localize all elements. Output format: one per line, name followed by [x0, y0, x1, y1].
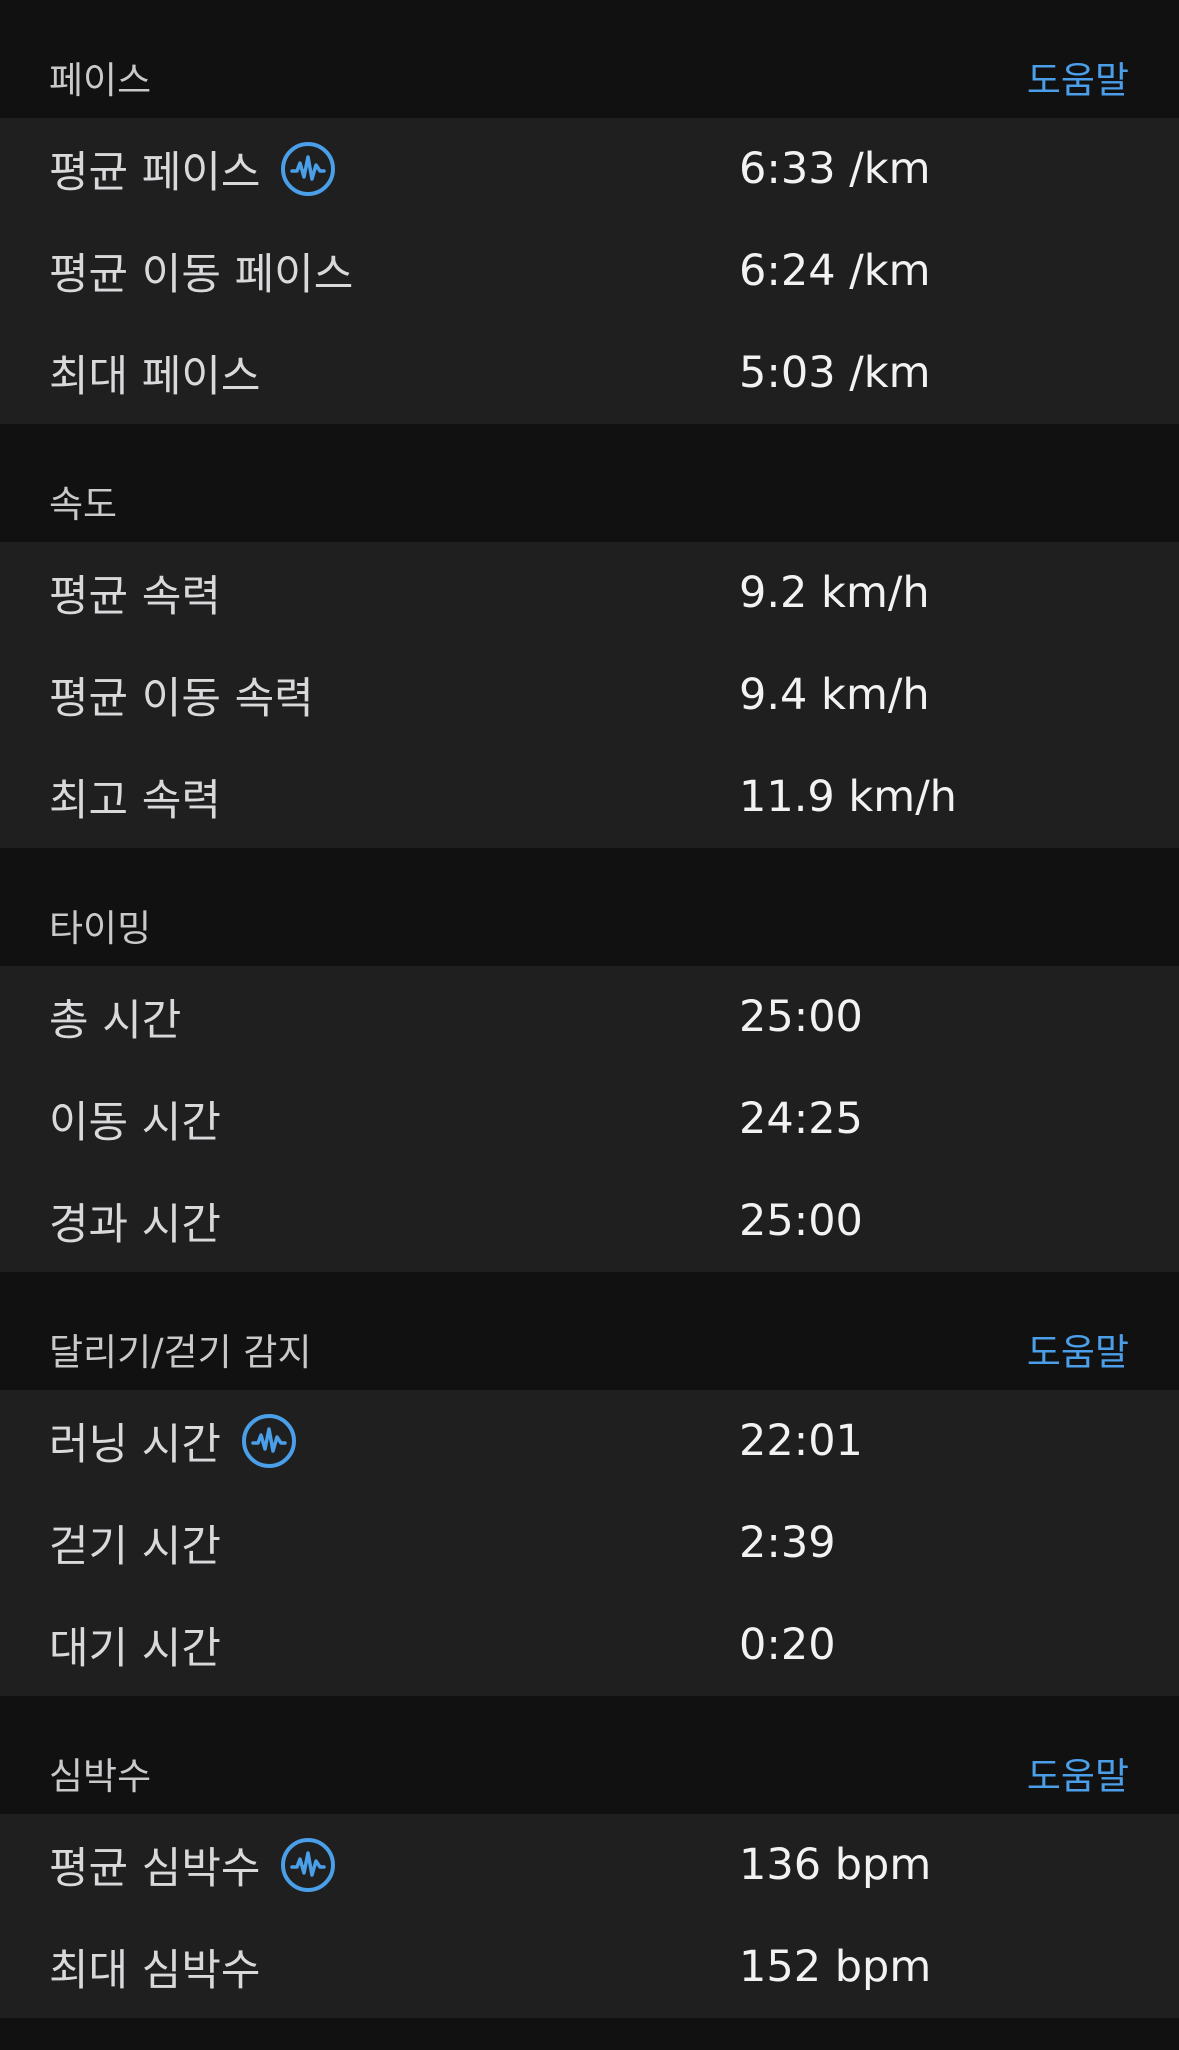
stat-label: 최고 속력 — [49, 776, 221, 826]
stat-value: 6:24 /km — [739, 246, 931, 296]
stat-row: 평균 페이스 6:33 /km — [0, 118, 1179, 220]
stat-value: 6:33 /km — [739, 144, 931, 194]
stat-label: 평균 속력 — [49, 572, 221, 622]
stat-row: 평균 심박수 136 bpm — [0, 1814, 1179, 1916]
section-title: 페이스 — [49, 59, 152, 102]
help-link[interactable]: 도움말 — [1026, 59, 1129, 102]
activity-pulse-icon[interactable] — [280, 141, 336, 197]
activity-pulse-icon[interactable] — [280, 1837, 336, 1893]
stat-value: 136 bpm — [739, 1840, 932, 1890]
stat-label: 최대 심박수 — [49, 1946, 261, 1996]
stat-value: 22:01 — [739, 1416, 863, 1466]
stat-label: 경과 시간 — [49, 1200, 221, 1250]
stat-label: 걷기 시간 — [49, 1522, 221, 1572]
stat-label: 평균 이동 속력 — [49, 674, 314, 724]
stat-row: 최대 페이스 5:03 /km — [0, 322, 1179, 424]
section-header-timing: 타이밍 — [0, 848, 1179, 966]
stat-row: 이동 시간 24:25 — [0, 1068, 1179, 1170]
section-title: 달리기/걷기 감지 — [49, 1331, 312, 1374]
section-title: 심박수 — [49, 1755, 152, 1798]
section-body-speed: 평균 속력 9.2 km/h 평균 이동 속력 9.4 km/h 최고 속력 1… — [0, 542, 1179, 848]
stat-value: 25:00 — [739, 992, 863, 1042]
stat-row: 평균 이동 속력 9.4 km/h — [0, 644, 1179, 746]
stat-label: 대기 시간 — [49, 1624, 221, 1674]
section-header-heart-rate: 심박수 도움말 — [0, 1696, 1179, 1814]
stat-label: 러닝 시간 — [49, 1390, 297, 1492]
activity-pulse-icon[interactable] — [241, 1413, 297, 1469]
section-body-heart-rate: 평균 심박수 136 bpm 최대 심박수 152 bpm — [0, 1814, 1179, 2018]
stat-row: 대기 시간 0:20 — [0, 1594, 1179, 1696]
stat-value: 0:20 — [739, 1620, 836, 1670]
section-header-pace: 페이스 도움말 — [0, 0, 1179, 118]
stat-row: 경과 시간 25:00 — [0, 1170, 1179, 1272]
stat-value: 9.2 km/h — [739, 568, 930, 618]
stat-label: 평균 심박수 — [49, 1814, 336, 1916]
stat-row: 최고 속력 11.9 km/h — [0, 746, 1179, 848]
help-link[interactable]: 도움말 — [1026, 1331, 1129, 1374]
stat-label: 총 시간 — [49, 996, 182, 1046]
stat-label: 평균 이동 페이스 — [49, 250, 354, 300]
section-header-speed: 속도 — [0, 424, 1179, 542]
stat-label: 이동 시간 — [49, 1098, 221, 1148]
stat-row: 총 시간 25:00 — [0, 966, 1179, 1068]
section-title: 타이밍 — [49, 907, 152, 950]
stat-row: 러닝 시간 22:01 — [0, 1390, 1179, 1492]
stat-label: 최대 페이스 — [49, 352, 261, 402]
section-body-pace: 평균 페이스 6:33 /km 평균 이동 페이스 6:24 /km 최대 페이… — [0, 118, 1179, 424]
section-body-timing: 총 시간 25:00 이동 시간 24:25 경과 시간 25:00 — [0, 966, 1179, 1272]
stat-row: 걷기 시간 2:39 — [0, 1492, 1179, 1594]
stat-value: 25:00 — [739, 1196, 863, 1246]
stat-value: 11.9 km/h — [739, 772, 957, 822]
stat-label: 평균 페이스 — [49, 118, 336, 220]
stat-value: 152 bpm — [739, 1942, 932, 1992]
stat-value: 24:25 — [739, 1094, 863, 1144]
stat-value: 9.4 km/h — [739, 670, 930, 720]
stat-value: 2:39 — [739, 1518, 836, 1568]
section-body-run-walk: 러닝 시간 22:01 걷기 시간 2:39 대기 시간 0:20 — [0, 1390, 1179, 1696]
stat-value: 5:03 /km — [739, 348, 931, 398]
section-header-run-walk: 달리기/걷기 감지 도움말 — [0, 1272, 1179, 1390]
stat-row: 최대 심박수 152 bpm — [0, 1916, 1179, 2018]
help-link[interactable]: 도움말 — [1026, 1755, 1129, 1798]
stat-row: 평균 이동 페이스 6:24 /km — [0, 220, 1179, 322]
stat-row: 평균 속력 9.2 km/h — [0, 542, 1179, 644]
section-title: 속도 — [49, 483, 118, 526]
